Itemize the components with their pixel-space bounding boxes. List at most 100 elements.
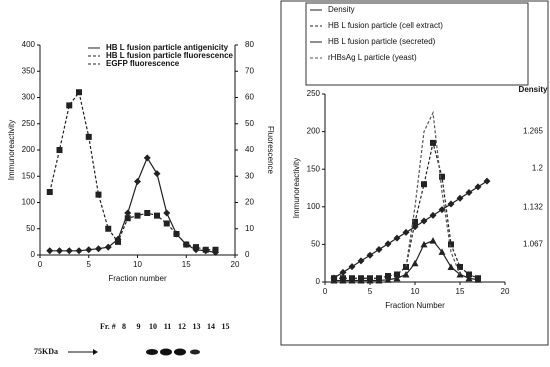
marker	[448, 200, 455, 207]
y-tick-label: 150	[307, 164, 321, 173]
y-axis-title: Immunoreactivity	[292, 158, 301, 218]
gel-band	[190, 350, 200, 355]
x-tick-label: 15	[182, 260, 191, 269]
legend-label: HB L fusion particle (cell extract)	[328, 21, 443, 30]
marker	[457, 195, 464, 202]
marker	[430, 237, 437, 244]
marker	[358, 257, 365, 264]
series-line	[406, 113, 460, 275]
gel-fraction: 11	[164, 322, 172, 331]
y-tick-label: 0	[31, 250, 36, 259]
x-tick-label: 5	[368, 287, 373, 296]
y-tick-label: 250	[307, 89, 321, 98]
gel-band	[160, 349, 172, 356]
marker	[430, 212, 437, 219]
y2-tick-label: 50	[245, 119, 254, 128]
x-axis-title: Fraction number	[108, 274, 167, 283]
legend-label: EGFP fluorescence	[106, 59, 180, 68]
marker	[85, 246, 92, 253]
marker	[134, 178, 141, 185]
y2-tick-label: 40	[245, 145, 254, 154]
marker	[164, 221, 170, 227]
marker	[86, 134, 92, 140]
marker	[385, 240, 392, 247]
marker	[174, 231, 180, 237]
y2-tick-label: 1.2	[532, 164, 544, 173]
y2-axis-title: Density	[519, 85, 548, 94]
marker	[421, 181, 427, 187]
marker	[154, 213, 160, 219]
y-axis-title: Immunoreactivity	[7, 120, 16, 180]
y2-tick-label: 80	[245, 40, 254, 49]
y-tick-label: 250	[22, 119, 36, 128]
y2-tick-label: 70	[245, 66, 254, 75]
marker	[430, 140, 436, 146]
marker	[144, 210, 150, 216]
marker	[448, 263, 455, 270]
figure: Fr. # 75KDa 8910111213141505010015020025…	[0, 0, 550, 362]
marker	[95, 245, 102, 252]
y-tick-label: 0	[316, 277, 321, 286]
gel-band	[146, 349, 158, 355]
gel-fraction: 13	[193, 322, 201, 331]
marker	[340, 269, 347, 276]
gel-fraction: 15	[222, 322, 230, 331]
marker	[421, 218, 428, 225]
y2-tick-label: 0	[245, 250, 250, 259]
y-tick-label: 400	[22, 40, 36, 49]
x-tick-label: 20	[231, 260, 240, 269]
gel-fraction: 12	[178, 322, 186, 331]
marker	[66, 102, 72, 108]
marker	[183, 242, 189, 248]
x-tick-label: 20	[501, 287, 510, 296]
legend-label: HB L fusion particle (secreted)	[328, 37, 436, 46]
gel-fraction: 8	[122, 322, 126, 331]
y2-tick-label: 1.067	[523, 240, 544, 249]
x-tick-label: 0	[38, 260, 43, 269]
marker	[144, 154, 151, 161]
y-tick-label: 100	[307, 202, 321, 211]
marker	[105, 226, 111, 232]
gel-label: Fr. #	[100, 322, 116, 331]
gel-fraction: 9	[137, 322, 141, 331]
x-tick-label: 10	[411, 287, 420, 296]
marker	[76, 89, 82, 95]
marker	[96, 192, 102, 198]
y2-tick-label: 60	[245, 93, 254, 102]
marker	[403, 229, 410, 236]
gel-marker: 75KDa	[34, 347, 58, 356]
y-tick-label: 350	[22, 66, 36, 75]
marker	[466, 189, 473, 196]
marker	[193, 244, 199, 250]
marker	[66, 247, 73, 254]
y2-axis-title: Fluorescence	[266, 126, 275, 175]
marker	[125, 215, 131, 221]
marker	[154, 170, 161, 177]
x-axis-title: Fraction Number	[385, 301, 445, 310]
marker	[475, 183, 482, 190]
y-tick-label: 200	[22, 145, 36, 154]
x-tick-label: 0	[323, 287, 328, 296]
marker	[412, 260, 419, 267]
marker	[394, 235, 401, 242]
y-tick-label: 300	[22, 93, 36, 102]
marker	[448, 241, 454, 247]
series-line	[334, 181, 487, 278]
y2-tick-label: 10	[245, 224, 254, 233]
gel-arrowhead	[93, 349, 98, 355]
gel-band	[174, 349, 186, 356]
gel-fraction: 10	[149, 322, 157, 331]
x-tick-label: 15	[456, 287, 465, 296]
marker	[76, 247, 83, 254]
series-line	[50, 158, 216, 253]
marker	[203, 247, 209, 253]
series-line	[50, 92, 216, 250]
y2-tick-label: 1.132	[523, 202, 544, 211]
series-line	[334, 143, 478, 278]
y-tick-label: 100	[22, 198, 36, 207]
marker	[56, 247, 63, 254]
y-tick-label: 50	[26, 224, 35, 233]
marker	[57, 147, 63, 153]
y-tick-label: 150	[22, 171, 36, 180]
marker	[115, 239, 121, 245]
